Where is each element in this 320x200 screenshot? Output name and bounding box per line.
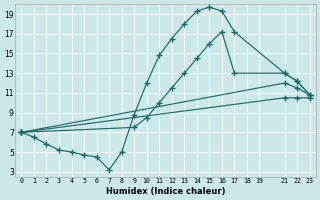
X-axis label: Humidex (Indice chaleur): Humidex (Indice chaleur) [106, 187, 225, 196]
